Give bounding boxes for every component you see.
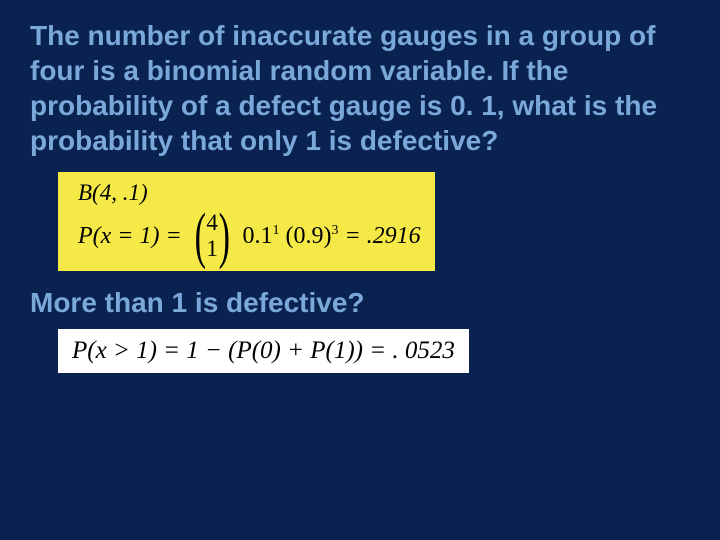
- term1: 0.11: [243, 223, 280, 250]
- question-text-1: The number of inaccurate gauges in a gro…: [30, 18, 690, 158]
- result1: = .2916: [344, 223, 420, 250]
- prob-prefix: P(x = 1) =: [78, 223, 182, 250]
- binom-bottom: 1: [206, 236, 218, 262]
- probability-equation-2: P(x > 1) = 1 − (P(0) + P(1)) = . 0523: [72, 337, 455, 364]
- question-text-2: More than 1 is defective?: [30, 287, 690, 319]
- distribution-label: B(4, .1): [78, 180, 421, 206]
- binomial-coeff: ( 4 1 ): [190, 210, 235, 263]
- math-block-2: P(x > 1) = 1 − (P(0) + P(1)) = . 0523: [58, 329, 469, 373]
- binom-top: 4: [206, 210, 218, 236]
- math-block-1: B(4, .1) P(x = 1) = ( 4 1 ) 0.11 (0.9)3 …: [58, 172, 435, 271]
- term2: (0.9)3: [286, 223, 339, 250]
- probability-equation-1: P(x = 1) = ( 4 1 ) 0.11 (0.9)3 = .2916: [78, 210, 421, 263]
